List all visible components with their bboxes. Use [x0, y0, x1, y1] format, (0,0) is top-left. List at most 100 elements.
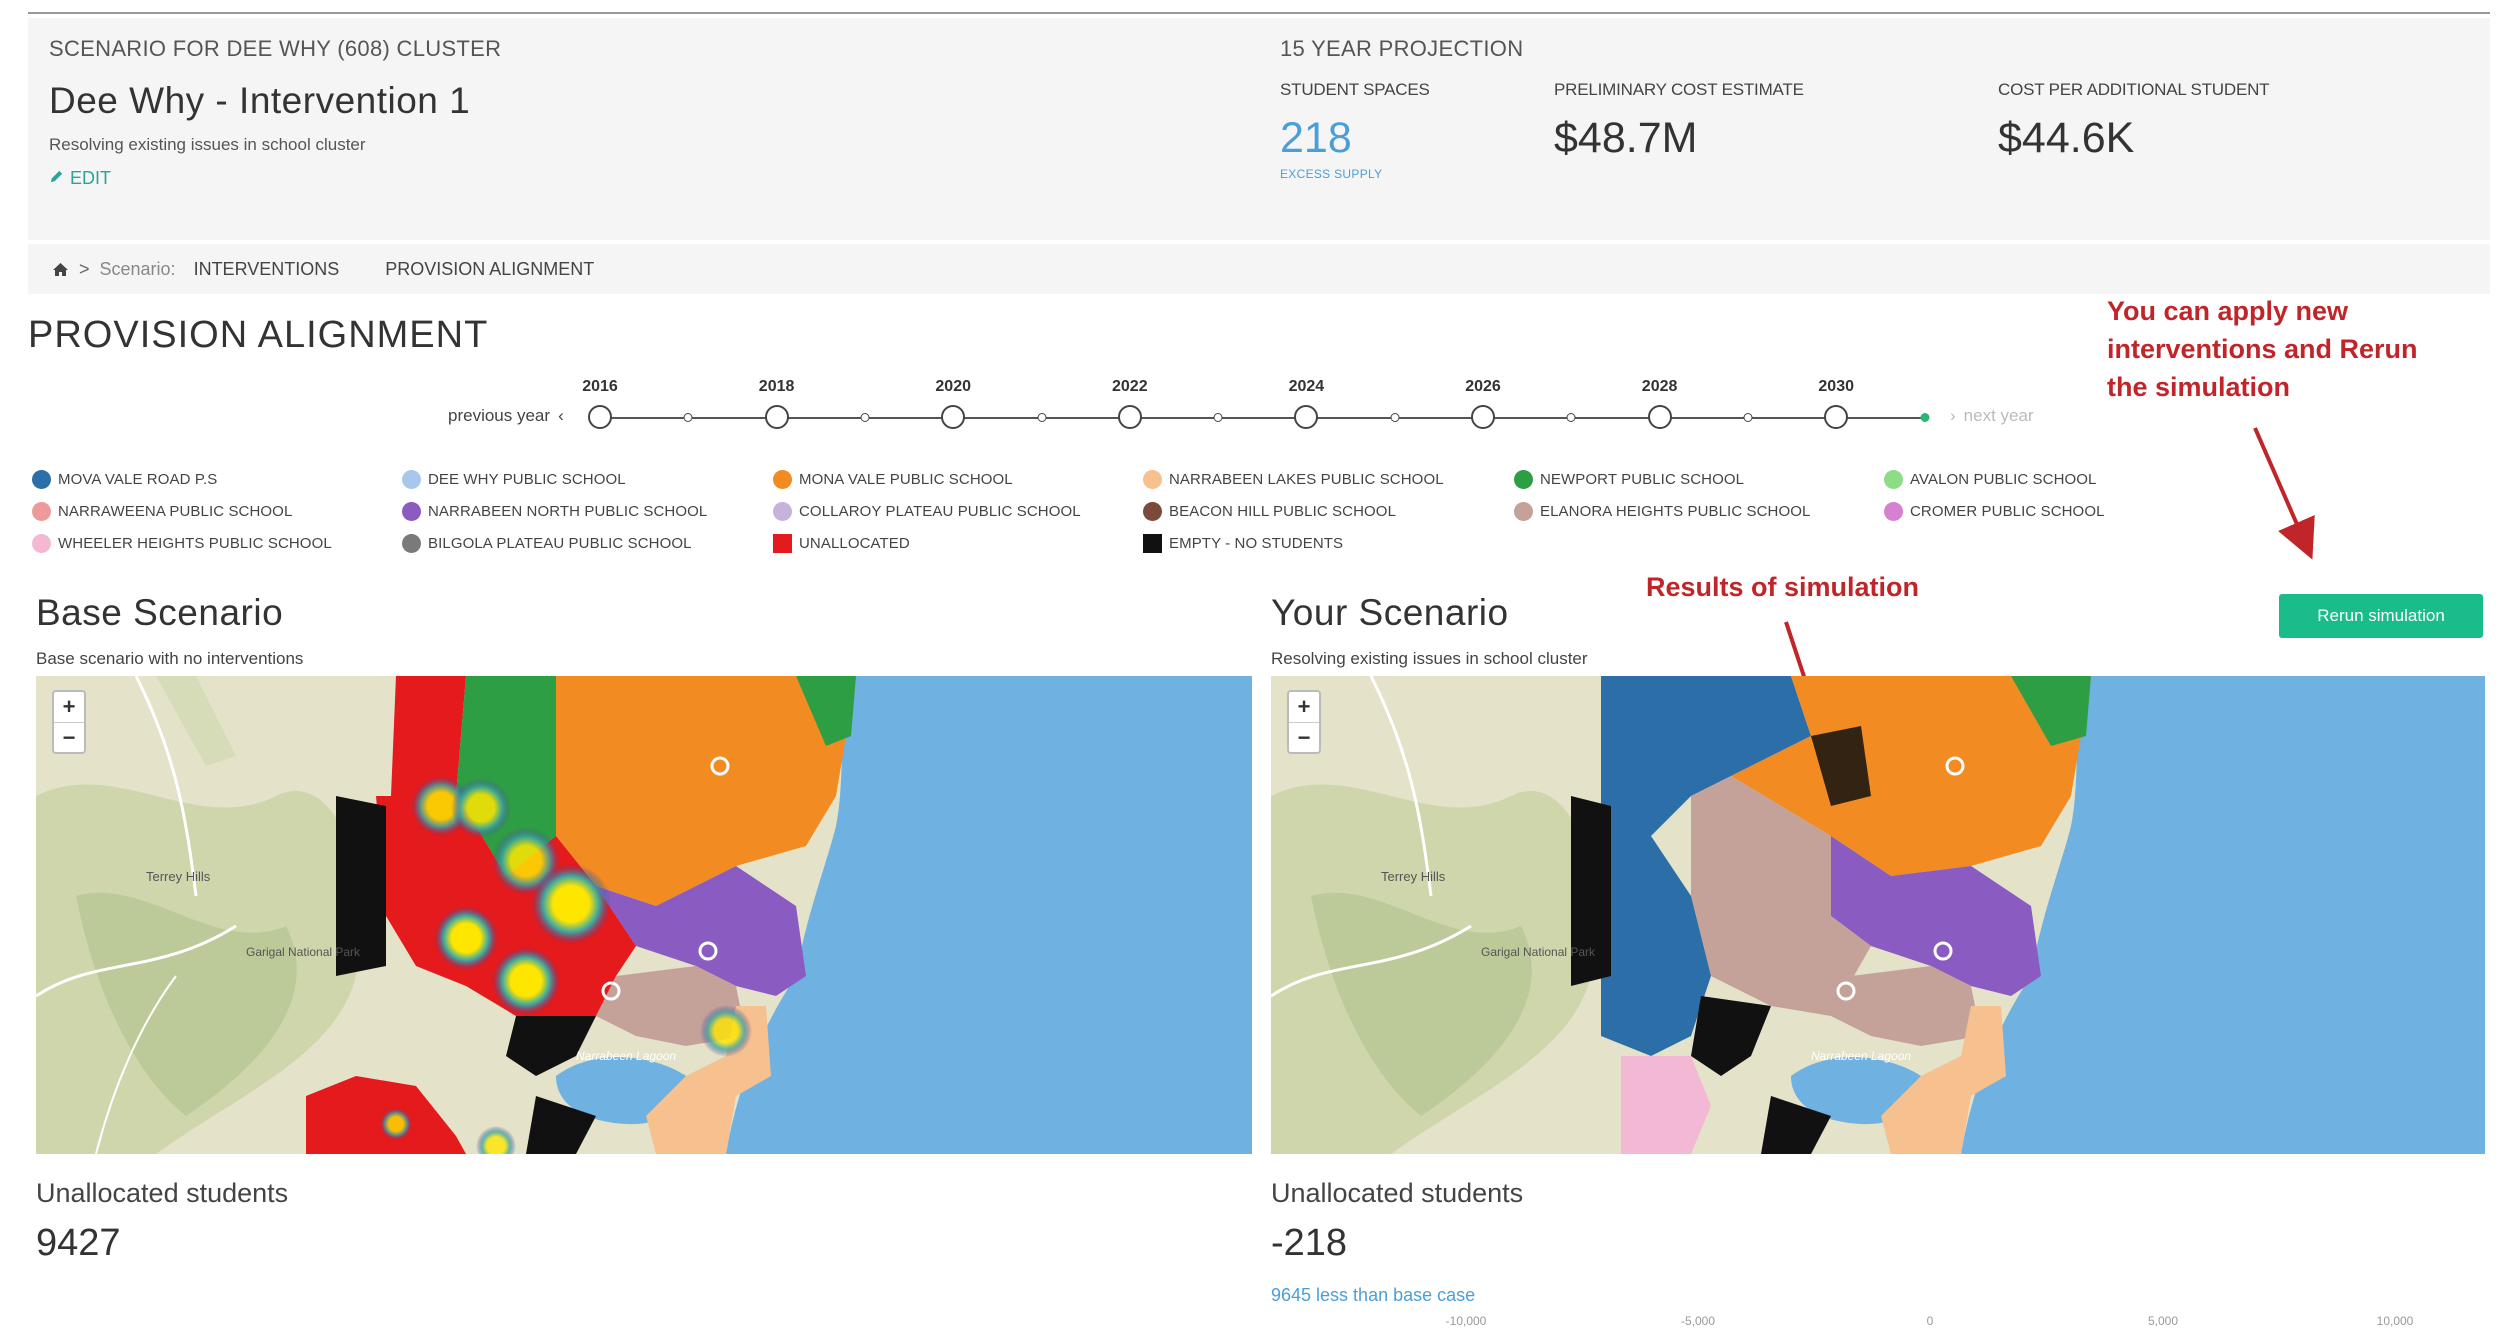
legend-swatch: [1143, 502, 1162, 521]
timeline-year-label: 2030: [1818, 378, 1854, 395]
base-scenario-subtitle: Base scenario with no interventions: [36, 649, 304, 668]
timeline-step-dot[interactable]: [683, 413, 693, 422]
axis-tick-label: -5,000: [1680, 1314, 1716, 1328]
timeline-track: [600, 417, 1925, 419]
legend-item: WHEELER HEIGHTS PUBLIC SCHOOL: [32, 534, 332, 553]
legend-item: NARRAWEENA PUBLIC SCHOOL: [32, 502, 292, 521]
metric-value: $48.7M: [1554, 114, 1698, 162]
timeline-year-node[interactable]: [588, 405, 612, 429]
legend-swatch: [1884, 470, 1903, 489]
your-unallocated-label: Unallocated students: [1271, 1178, 1524, 1208]
legend-swatch: [1514, 470, 1533, 489]
legend-item: CROMER PUBLIC SCHOOL: [1884, 502, 2105, 521]
map-zoom-control: + −: [1287, 690, 1321, 754]
legend-swatch: [402, 534, 421, 553]
map-label-narrabeen: Narrabeen Lagoon: [576, 1049, 676, 1063]
map-label-narrabeen: Narrabeen Lagoon: [1811, 1049, 1911, 1063]
axis-tick-label: 10,000: [2376, 1314, 2414, 1328]
rerun-simulation-button[interactable]: Rerun simulation: [2279, 594, 2483, 638]
timeline-step-dot[interactable]: [1390, 413, 1400, 422]
timeline-year-node[interactable]: [764, 405, 789, 429]
zoom-in-button[interactable]: +: [1297, 694, 1311, 719]
breadcrumb-interventions[interactable]: INTERVENTIONS: [193, 258, 340, 279]
timeline-year-label: 2018: [758, 378, 795, 395]
scenario-cluster-label: SCENARIO FOR DEE WHY (608) CLUSTER: [49, 36, 502, 61]
legend-swatch: [773, 534, 792, 553]
previous-year-button[interactable]: previous year ‹: [448, 406, 564, 426]
legend-item: UNALLOCATED: [773, 534, 910, 553]
legend-item: NEWPORT PUBLIC SCHOOL: [1514, 470, 1744, 489]
previous-year-label: previous year: [448, 406, 551, 425]
timeline-year-node[interactable]: [1294, 405, 1319, 429]
legend-item: EMPTY - NO STUDENTS: [1143, 534, 1343, 553]
timeline-step-dot[interactable]: [1037, 413, 1046, 422]
base-unallocated-label: Unallocated students: [36, 1178, 289, 1208]
base-scenario-map[interactable]: Terrey Hills Garigal National Park Narra…: [36, 676, 1252, 1154]
timeline-step-dot[interactable]: [1566, 413, 1576, 422]
legend-label: NARRABEEN NORTH PUBLIC SCHOOL: [428, 503, 708, 520]
timeline-step-dot[interactable]: [1743, 413, 1753, 422]
cost-per-student-metric: COST PER ADDITIONAL STUDENT $44.6K: [1998, 80, 2270, 163]
timeline-step-dot[interactable]: [860, 413, 870, 422]
breadcrumb-provision-alignment[interactable]: PROVISION ALIGNMENT: [385, 258, 595, 279]
zoom-out-button[interactable]: −: [1289, 722, 1319, 752]
breadcrumb: > Scenario: INTERVENTIONS PROVISION ALIG…: [28, 244, 2490, 294]
timeline-year-label: 2024: [1288, 378, 1325, 395]
pencil-icon: [49, 168, 64, 189]
timeline-step-dot[interactable]: [1920, 413, 1929, 422]
timeline-year-label: 2026: [1465, 378, 1501, 395]
legend-swatch: [1143, 470, 1162, 489]
student-spaces-metric: STUDENT SPACES 218 EXCESS SUPPLY: [1280, 80, 1430, 181]
legend-item: NARRABEEN LAKES PUBLIC SCHOOL: [1143, 470, 1444, 489]
timeline-year-label: 2020: [935, 378, 971, 395]
timeline-year-node[interactable]: [1117, 405, 1142, 429]
legend-label: NEWPORT PUBLIC SCHOOL: [1540, 471, 1745, 488]
cost-estimate-metric: PRELIMINARY COST ESTIMATE $48.7M: [1554, 80, 1804, 163]
legend-label: ELANORA HEIGHTS PUBLIC SCHOOL: [1540, 503, 1811, 520]
timeline-year-node[interactable]: [1824, 405, 1849, 429]
axis-tick-label: -10,000: [1445, 1314, 1487, 1328]
metric-label: STUDENT SPACES: [1280, 80, 1430, 99]
edit-scenario-link[interactable]: EDIT: [49, 168, 111, 189]
legend-item: MOVA VALE ROAD P.S: [32, 470, 217, 489]
chevron-right-icon: ›: [1950, 406, 1956, 425]
legend-label: UNALLOCATED: [799, 535, 910, 552]
breadcrumb-scenario-label: Scenario:: [99, 258, 176, 279]
legend-label: MONA VALE PUBLIC SCHOOL: [799, 471, 1013, 488]
legend-swatch: [32, 534, 51, 553]
base-scenario-title: Base Scenario: [36, 592, 284, 633]
legend-swatch: [773, 502, 792, 521]
your-scenario-map[interactable]: Terrey Hills Garigal National Park Narra…: [1271, 676, 2485, 1154]
rerun-hint-annotation: You can apply new interventions and Reru…: [2107, 296, 2418, 402]
next-year-label: next year: [1963, 406, 2034, 425]
legend-swatch: [402, 470, 421, 489]
zoom-out-button[interactable]: −: [54, 722, 84, 752]
page-title: PROVISION ALIGNMENT: [28, 314, 489, 356]
timeline-year-label: 2028: [1641, 378, 1678, 395]
home-icon[interactable]: [52, 262, 69, 277]
legend-item: MONA VALE PUBLIC SCHOOL: [773, 470, 1013, 489]
scenario-summary-header: SCENARIO FOR DEE WHY (608) CLUSTER Dee W…: [28, 18, 2490, 240]
legend-item: BEACON HILL PUBLIC SCHOOL: [1143, 502, 1396, 521]
timeline-year-node[interactable]: [1647, 405, 1672, 429]
next-year-button[interactable]: › next year: [1950, 406, 2034, 426]
legend-swatch: [1884, 502, 1903, 521]
year-timeline: previous year ‹ 2016 2018 2020 2022 2024 2026…: [440, 370, 2060, 440]
legend-item: ELANORA HEIGHTS PUBLIC SCHOOL: [1514, 502, 1810, 521]
legend-label: WHEELER HEIGHTS PUBLIC SCHOOL: [58, 535, 332, 552]
projection-title: 15 YEAR PROJECTION: [1280, 36, 1524, 61]
legend-item: BILGOLA PLATEAU PUBLIC SCHOOL: [402, 534, 692, 553]
rerun-arrow: [2253, 427, 2315, 560]
legend-item: DEE WHY PUBLIC SCHOOL: [402, 470, 626, 489]
legend-label: BILGOLA PLATEAU PUBLIC SCHOOL: [428, 535, 692, 552]
legend-item: NARRABEEN NORTH PUBLIC SCHOOL: [402, 502, 707, 521]
map-label-garigal: Garigal National Park: [246, 945, 361, 959]
legend-label: EMPTY - NO STUDENTS: [1169, 535, 1344, 552]
timeline-step-dot[interactable]: [1213, 413, 1223, 422]
timeline-year-node[interactable]: [1471, 405, 1495, 429]
zoom-in-button[interactable]: +: [62, 694, 76, 719]
timeline-year-node[interactable]: [941, 405, 966, 429]
axis-tick-label: 5,000: [2147, 1314, 2179, 1328]
legend-swatch: [1514, 502, 1533, 521]
legend-label: BEACON HILL PUBLIC SCHOOL: [1169, 503, 1397, 520]
